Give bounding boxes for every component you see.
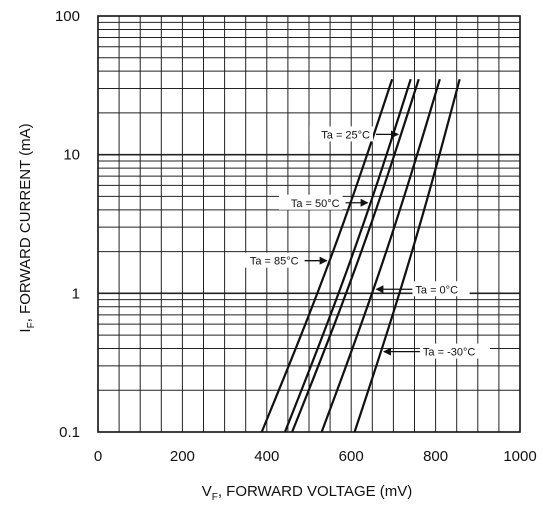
y-tick-label: 0.1 [59, 424, 80, 441]
x-tick-label: 0 [94, 448, 102, 465]
y-tick-label: 100 [55, 8, 80, 25]
plot-frame [97, 15, 521, 433]
x-tick-label: 1000 [503, 448, 536, 465]
y-tick-labels: 0.1 1 10 100 [55, 8, 80, 441]
x-tick-label: 600 [339, 448, 364, 465]
annotation-label: Ta = 25°C [321, 129, 370, 141]
annotation-label: Ta = 0°C [415, 284, 458, 296]
annotation-label-bg [238, 252, 302, 268]
x-tick-labels: 0 200 400 600 800 1000 [94, 448, 537, 465]
series-line [320, 78, 441, 433]
annotation-label-bg [419, 343, 490, 359]
series-line [353, 78, 461, 433]
annotations: Ta = 25°C Ta = 50°C Ta = 85°C Ta = 0°C Ta = … [238, 126, 490, 359]
y-tick-label: 10 [63, 147, 80, 164]
x-tick-label: 400 [254, 448, 279, 465]
annotation-label: Ta = 85°C [250, 256, 299, 268]
y-axis-title: IF, FORWARD CURRENT (mA) [17, 123, 37, 332]
grid [98, 16, 520, 432]
x-tick-label: 800 [423, 448, 448, 465]
annotation-label: Ta = 50°C [291, 198, 340, 210]
y-tick-label: 1 [72, 285, 80, 302]
annotation-label-bg [412, 281, 470, 297]
series-line [291, 78, 420, 433]
annotation-label-bg [278, 194, 343, 210]
annotation-label-bg [309, 126, 374, 142]
x-tick-label: 200 [170, 448, 195, 465]
annotation-label: Ta = -30°C [423, 347, 475, 359]
x-axis-title: VF, FORWARD VOLTAGE (mV) [202, 483, 413, 503]
